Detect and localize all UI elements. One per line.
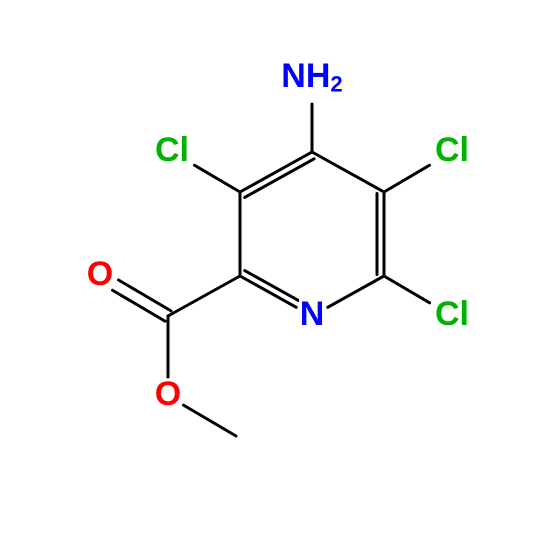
atom-O9: O xyxy=(155,375,181,413)
atom-Cl6: Cl xyxy=(435,295,469,333)
atom-N1: N xyxy=(300,295,325,333)
atom-labels: NNNH2NH2ClClClClClClOOOO xyxy=(87,57,469,413)
atom-O8: O xyxy=(87,255,113,293)
molecule-canvas: NNNH2NH2ClClClClClClOOOO xyxy=(0,0,533,533)
atom-NH2: NH2 xyxy=(281,57,342,96)
atom-Cl5: Cl xyxy=(435,131,469,169)
atom-Cl3: Cl xyxy=(155,131,189,169)
